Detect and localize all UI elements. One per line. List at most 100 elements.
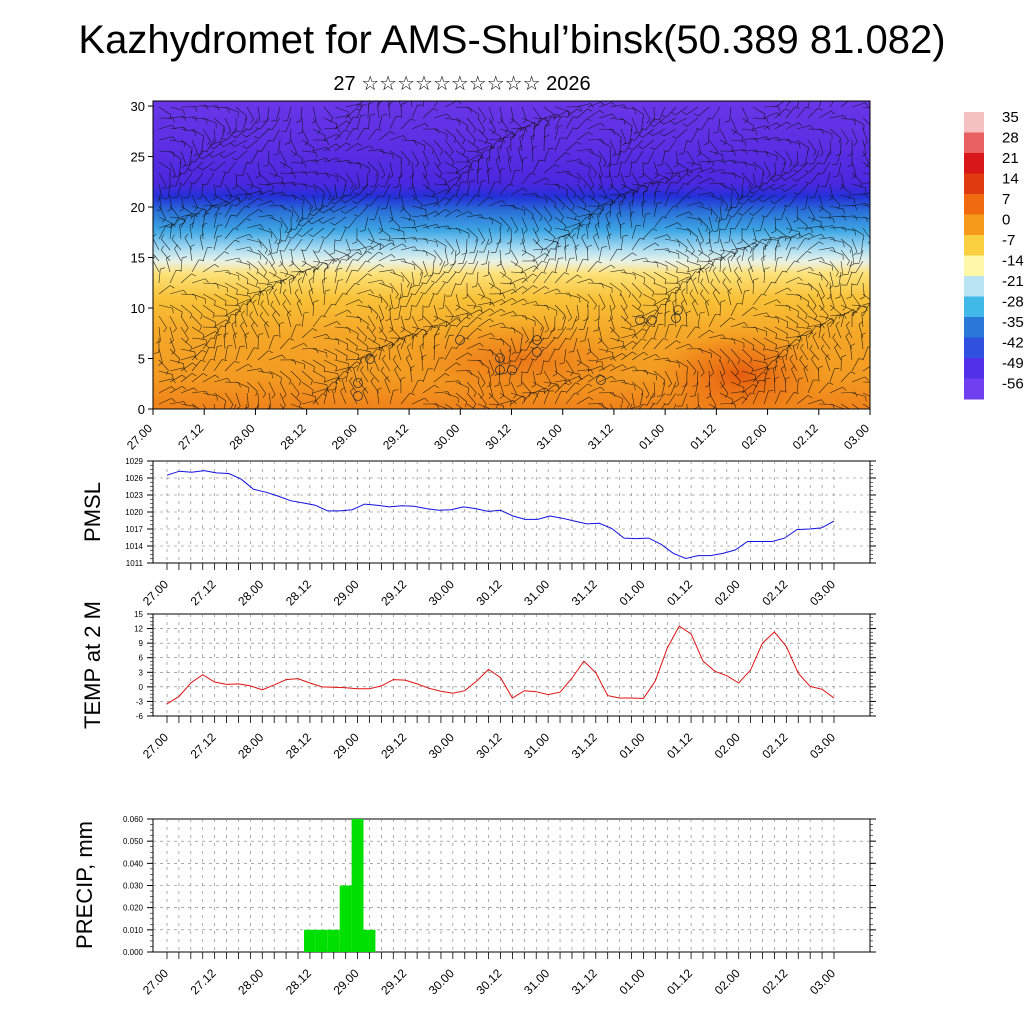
wind-barb [240, 325, 248, 339]
x-tick-label: 28.12 [283, 966, 314, 997]
wind-barb [829, 238, 844, 243]
wind-barb [367, 315, 376, 329]
wind-barb [444, 403, 454, 409]
wind-barb [158, 183, 162, 198]
wind-barb-feather [282, 278, 288, 281]
wind-barb [851, 227, 865, 236]
wind-barb-feather [331, 303, 337, 306]
wind-barb-feather [821, 333, 825, 338]
wind-barb-feather [488, 196, 494, 200]
wind-barb-feather [248, 234, 253, 239]
wind-barb [334, 249, 349, 256]
wind-barb-feather [765, 377, 771, 380]
wind-barb [686, 150, 695, 164]
precip-bar [339, 885, 352, 952]
wind-barb [631, 117, 638, 132]
wind-barb-feather [194, 355, 198, 361]
wind-barb [521, 193, 536, 196]
wind-barb [532, 238, 544, 250]
wind-barb [169, 348, 181, 360]
wind-barb [367, 103, 369, 119]
wind-barb [422, 260, 428, 275]
wind-barb-feather [820, 233, 825, 239]
wind-barb [433, 320, 447, 328]
wind-barb [477, 139, 492, 145]
wind-barb [730, 348, 741, 360]
wind-barb [158, 359, 169, 371]
wind-barb [169, 337, 176, 352]
wind-barb [268, 161, 278, 174]
wind-barb [202, 374, 216, 383]
wind-barb [202, 264, 215, 273]
wind-barb [323, 321, 337, 328]
wind-barb-feather [212, 418, 216, 421]
wind-barb [554, 272, 565, 284]
wind-barb-feather [301, 263, 306, 267]
wind-barb-feather [410, 293, 416, 295]
wind-barb-feather [865, 193, 869, 199]
wind-barb [169, 205, 180, 218]
pmsl-series-line [166, 470, 835, 560]
wind-barb-feather [210, 358, 216, 361]
y-tick-label: 1026 [125, 474, 143, 483]
wind-barb-feather [169, 285, 175, 289]
wind-barb [191, 359, 202, 372]
wind-barb-feather [469, 370, 473, 376]
wind-barb [741, 238, 753, 249]
wind-barb-feather [376, 128, 382, 131]
wind-barb [752, 337, 765, 347]
wind-barb-feather [804, 170, 810, 173]
wind-barb [411, 123, 425, 130]
wind-barb-feather [709, 372, 714, 377]
wind-barb [378, 326, 388, 339]
wind-barb-feather [826, 153, 832, 157]
wind-barb-feather [598, 186, 603, 190]
wind-barb-feather [284, 228, 288, 233]
wind-barb [308, 280, 314, 295]
wind-barb-feather [557, 329, 563, 331]
wind-barb-feather [202, 373, 208, 377]
wind-barb-feather [659, 120, 664, 125]
wind-barb-feather [603, 195, 608, 200]
wind-barb [358, 381, 369, 394]
wind-barb-feather [819, 153, 824, 157]
wind-barb-feather [573, 193, 577, 199]
wind-barb-feather [512, 288, 517, 294]
wind-barb-feather [183, 116, 187, 122]
wind-barb-feather [817, 172, 823, 175]
wind-barb [477, 302, 492, 306]
wind-barb-feather [236, 289, 238, 295]
wind-barb [840, 227, 855, 231]
wind-barb [708, 259, 716, 273]
wind-barb-feather [480, 152, 483, 158]
wind-barb [521, 301, 536, 306]
wind-barb [807, 326, 816, 339]
wind-barb-feather [566, 110, 572, 115]
wind-barb-feather [861, 153, 867, 157]
wind-barb [587, 247, 589, 262]
wind-barb [752, 106, 766, 115]
wind-barb [798, 161, 809, 173]
wind-barb-feather [818, 365, 824, 369]
wind-barb [165, 258, 171, 273]
wind-barb [521, 381, 532, 393]
wind-barb [455, 150, 469, 159]
wind-barb-feather [514, 261, 519, 267]
wind-barb [620, 128, 627, 143]
y-tick-label: 0.040 [123, 859, 144, 868]
wind-barb [348, 216, 358, 229]
wind-barb [796, 304, 808, 315]
wind-barb-feather [500, 223, 502, 229]
wind-barb [774, 326, 788, 334]
wind-barb [257, 238, 268, 250]
wind-barb [416, 293, 424, 307]
wind-barb [234, 403, 237, 409]
wind-barb [499, 132, 513, 141]
wind-barb-feather [789, 354, 794, 360]
wind-barb [444, 161, 458, 170]
wind-barb [681, 392, 688, 407]
wind-barb [279, 161, 293, 169]
wind-barb [422, 139, 434, 150]
wind-barb-feather [672, 135, 677, 139]
wind-barb [180, 348, 195, 353]
